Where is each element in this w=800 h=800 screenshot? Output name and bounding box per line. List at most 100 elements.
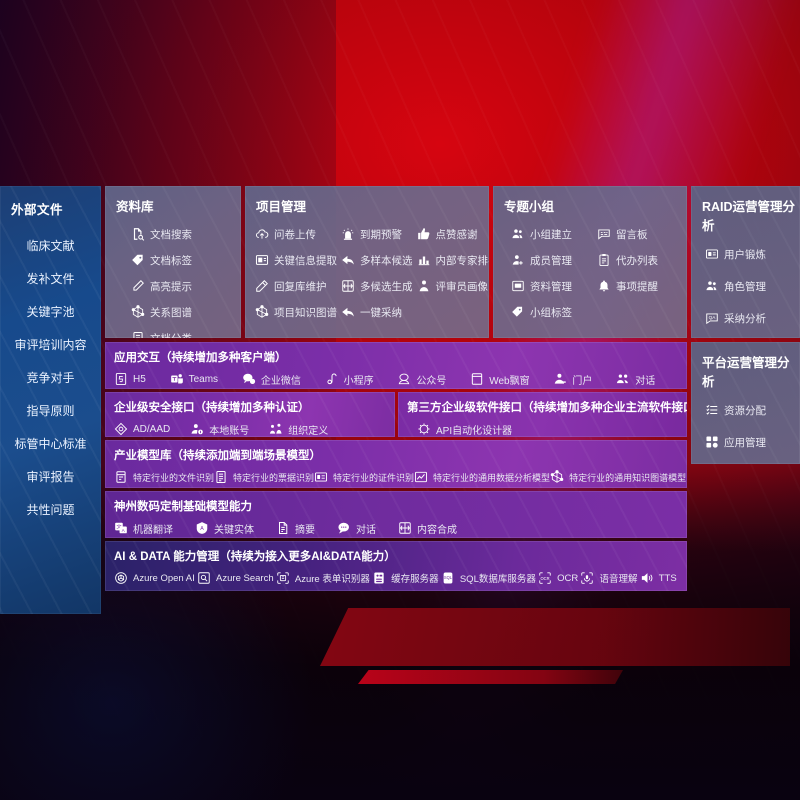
feature-relation-graph[interactable]: 关系图谱 [131, 300, 233, 324]
feature-message-board[interactable]: 留言板 [597, 222, 679, 246]
capability-label: 摘要 [295, 524, 315, 536]
channel-official-account[interactable]: 公众号 [397, 368, 470, 389]
service-speech-understanding[interactable]: 语音理解 [580, 567, 639, 589]
qa-chat-icon: QA [705, 311, 719, 325]
feature-key-info-extract[interactable]: 关键信息提取 [255, 248, 337, 272]
feature-highlight-tip[interactable]: 高亮提示 [131, 274, 233, 298]
service-sql-database[interactable]: SQL SQL数据库服务器 [441, 567, 538, 589]
openai-icon [114, 571, 128, 585]
feature-multi-sample-candidate[interactable]: 多样本候选 [341, 248, 413, 272]
service-label: TTS [658, 572, 677, 584]
service-form-recognizer[interactable]: Azure 表单识别器 [276, 567, 372, 589]
feature-todo-list[interactable]: 代办列表 [597, 248, 679, 272]
model-label: 特定行业的文件识别 [133, 472, 215, 483]
arrow-back-bold-icon [341, 253, 355, 267]
model-receipt-recognition[interactable]: 特定行业的票据识别 [214, 466, 314, 488]
feature-app-management[interactable]: 应用管理 [705, 429, 792, 455]
feature-group-tag[interactable]: 小组标签 [511, 300, 593, 324]
feature-issue-trend[interactable]: 问题趋势 [705, 337, 792, 338]
channel-label: 小程序 [343, 375, 374, 387]
auth-org-definition[interactable]: 组织定义 [269, 418, 328, 437]
card-project-title: 项目管理 [256, 200, 307, 214]
sidebar-item-supplement-files[interactable]: 发补文件 [0, 263, 101, 296]
feature-resource-allocation[interactable]: 资源分配 [705, 397, 792, 423]
feature-label: 资料管理 [530, 280, 572, 293]
feature-app-analysis[interactable]: 应用分析 [705, 461, 792, 464]
sidebar-item-competitors[interactable]: 竞争对手 [0, 362, 101, 395]
feature-due-alert[interactable]: 到期预警 [341, 222, 413, 246]
card-group-items: 小组建立 留言板 成员管理 代办列表 资料管理 [493, 215, 687, 324]
channel-teams[interactable]: Teams [170, 368, 242, 389]
feature-adoption-analysis[interactable]: QA 采纳分析 [705, 305, 792, 331]
service-azure-search[interactable]: Azure Search [197, 567, 276, 589]
message-board-icon [597, 227, 611, 241]
model-idcard-recognition[interactable]: 特定行业的证件识别 [314, 466, 414, 488]
feature-member-management[interactable]: 成员管理 [511, 248, 593, 272]
channel-web-popup[interactable]: Web飘窗 [470, 368, 553, 389]
service-azure-openai[interactable]: Azure Open AI [114, 567, 197, 589]
channel-label: 对话 [635, 375, 656, 387]
band-thirdparty-title: 第三方企业级软件接口（持续增加多种企业主流软件接口） [407, 402, 687, 414]
chat-bubble-icon [337, 521, 351, 535]
sidebar-item-standards-center[interactable]: 标管中心标准 [0, 428, 101, 461]
capability-content-synthesis[interactable]: 内容合成 [398, 517, 457, 538]
feature-label: 应用管理 [724, 436, 766, 449]
sidebar-item-review-report[interactable]: 审评报告 [0, 461, 101, 494]
feature-material-management[interactable]: 资料管理 [511, 274, 593, 298]
sidebar-item-label: 竞争对手 [26, 371, 75, 385]
band-app-interaction-items: H5 Teams 企业微信 小程序 公众号 [105, 365, 687, 389]
channel-dialog[interactable]: 对话 [616, 368, 679, 389]
sidebar-item-clinical-literature[interactable]: 临床文献 [0, 230, 101, 263]
feature-project-knowledge-graph[interactable]: 项目知识图谱 [255, 300, 337, 324]
feature-multi-candidate-generate[interactable]: 多候选生成 [341, 274, 413, 298]
feature-label: 资源分配 [724, 404, 766, 417]
channel-miniprogram[interactable]: 小程序 [325, 368, 398, 389]
feature-group-create[interactable]: 小组建立 [511, 222, 593, 246]
channel-h5[interactable]: H5 [114, 368, 170, 389]
feature-item-reminder[interactable]: 事项提醒 [597, 274, 679, 298]
model-data-analysis[interactable]: 特定行业的通用数据分析模型 [414, 466, 550, 488]
feature-reply-library-maintain[interactable]: 回复库维护 [255, 274, 337, 298]
feature-thumbs-up-thanks[interactable]: 点赞感谢 [417, 222, 490, 246]
card-library: 资料库 文档搜索 文档标签 高亮提示 关系图谱 [105, 186, 241, 338]
feature-one-click-adopt[interactable]: 一键采纳 [341, 300, 413, 324]
sidebar-item-common-issues[interactable]: 共性问题 [0, 494, 101, 527]
feature-doc-classify[interactable]: 文档分类 [131, 326, 233, 338]
feature-label: 关系图谱 [150, 306, 192, 319]
card-library-items: 文档搜索 文档标签 高亮提示 关系图谱 文档分类 [105, 215, 241, 338]
auth-ad-aad[interactable]: AD/AAD [114, 418, 170, 437]
model-doc-recognition[interactable]: 特定行业的文件识别 [114, 466, 214, 488]
card-platform-items: 资源分配 应用管理 应用分析 [691, 390, 800, 464]
channel-wecom[interactable]: 企业微信 [242, 368, 325, 389]
service-tts[interactable]: TTS [640, 567, 679, 589]
feature-label: 到期预警 [360, 228, 402, 241]
api-auto-designer[interactable]: API自动化设计器 [417, 418, 512, 437]
sidebar-item-keyword-pool[interactable]: 关键字池 [0, 296, 101, 329]
sidebar-item-guidelines[interactable]: 指导原则 [0, 395, 101, 428]
capability-dialog[interactable]: 对话 [337, 517, 376, 538]
card-raid-analysis: RAID运营管理分析 用户锻炼 角色管理 QA 采纳分析 问题趋势 [691, 186, 800, 338]
feature-role-management[interactable]: 角色管理 [705, 273, 792, 299]
service-cache-server[interactable]: 缓存服务器 [372, 567, 441, 589]
feature-doc-search[interactable]: 文档搜索 [131, 222, 233, 246]
feature-questionnaire-upload[interactable]: 问卷上传 [255, 222, 337, 246]
service-ocr[interactable]: OCR OCR [538, 567, 580, 589]
capability-key-entity[interactable]: A 关键实体 [195, 517, 254, 538]
capability-summary[interactable]: 摘要 [276, 517, 315, 538]
band-security-title: 企业级安全接口（持续增加多种认证） [114, 402, 310, 414]
sidebar-item-review-training[interactable]: 审评培训内容 [0, 329, 101, 362]
service-label: 语音理解 [599, 574, 638, 585]
model-knowledge-graph[interactable]: 特定行业的通用知识图谱模型 [550, 466, 686, 488]
feature-internal-expert-rank[interactable]: 内部专家排名 [417, 248, 489, 272]
svg-text:QA: QA [709, 315, 717, 320]
feature-doc-tag[interactable]: 文档标签 [131, 248, 233, 272]
capability-label: 内容合成 [417, 524, 457, 536]
channel-label: Teams [188, 373, 219, 385]
auth-local-account[interactable]: 本地账号 [190, 418, 249, 437]
channel-portal[interactable]: 门户 [553, 368, 616, 389]
feature-label: 多样本候选 [360, 254, 413, 267]
feature-user-training[interactable]: 用户锻炼 [705, 241, 792, 267]
feature-reviewer-portrait[interactable]: 评审员画像 [417, 274, 490, 298]
feature-label: 项目知识图谱 [274, 306, 337, 319]
